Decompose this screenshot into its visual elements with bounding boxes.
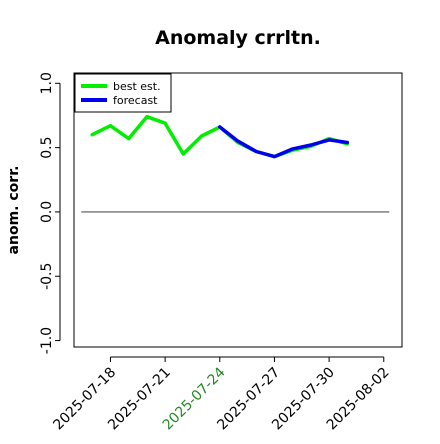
y-tick-label: 1.0 [39,72,55,94]
legend-box [74,73,172,113]
y-tick-label: 0.5 [39,136,55,158]
y-tick-label: -1.0 [39,327,55,354]
y-tick-label: 0.0 [39,201,55,223]
legend-label: forecast [113,94,158,107]
chart-title: Anomaly crrltn. [155,27,321,49]
y-axis-label: anom. corr. [6,166,22,255]
series-line-best-est [90,114,350,159]
series-line-forecast [218,125,350,159]
legend-label: best est. [113,80,161,93]
y-tick-label: -0.5 [39,263,55,290]
plot-frame [73,72,403,348]
